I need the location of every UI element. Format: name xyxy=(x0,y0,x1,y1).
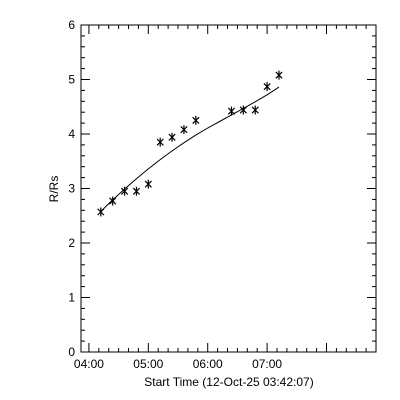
data-point xyxy=(227,106,236,116)
fit-curve-layer xyxy=(100,86,280,212)
y-tick-label: 1 xyxy=(68,291,75,305)
data-point xyxy=(192,115,200,125)
tick-labels: 04:00 05:00 06:00 07:00 0 1 2 3 4 5 6 xyxy=(68,18,282,371)
y-tick-label: 6 xyxy=(68,18,75,32)
y-tick-label: 2 xyxy=(68,236,75,250)
data-point xyxy=(144,179,152,189)
data-point xyxy=(97,207,105,217)
data-points-layer xyxy=(97,70,283,217)
x-tick-label: 07:00 xyxy=(252,357,282,371)
y-tick-label: 0 xyxy=(68,345,75,359)
data-point xyxy=(168,132,176,142)
data-point xyxy=(120,186,129,196)
x-tick-label: 05:00 xyxy=(133,357,163,371)
x-axis-label: Start Time (12-Oct-25 03:42:07) xyxy=(144,375,313,389)
axis-ticks xyxy=(81,24,377,353)
data-point xyxy=(180,125,188,135)
data-point xyxy=(275,70,283,80)
data-point xyxy=(156,137,164,147)
fit-curve xyxy=(100,86,280,212)
data-point xyxy=(263,82,271,92)
data-point xyxy=(109,196,117,206)
y-tick-label: 3 xyxy=(68,182,75,196)
x-tick-label: 04:00 xyxy=(74,357,104,371)
data-point xyxy=(251,105,259,115)
data-point xyxy=(239,105,247,115)
data-point xyxy=(132,186,141,196)
x-tick-label: 06:00 xyxy=(193,357,223,371)
y-tick-label: 4 xyxy=(68,127,75,141)
y-tick-label: 5 xyxy=(68,73,75,87)
y-axis-label: R/Rs xyxy=(47,176,61,203)
